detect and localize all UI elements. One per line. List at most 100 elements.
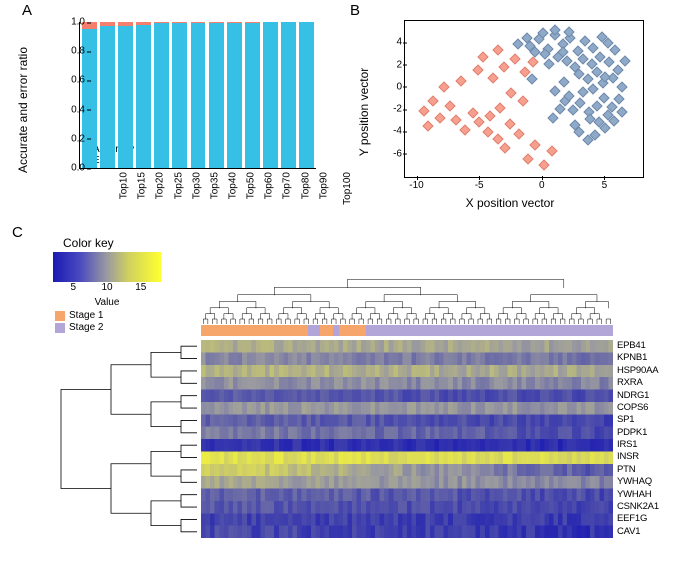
- xtick-top25: Top25: [173, 172, 184, 199]
- bar-top90: [281, 22, 296, 168]
- color-key-title: Color key: [53, 236, 161, 250]
- bar-top70: [245, 22, 260, 168]
- row-labels: EPB41KPNB1HSP90AARXRANDRG1COPS6SP1PDPK1I…: [617, 340, 659, 538]
- color-key: Color key 51015 Value: [53, 236, 161, 308]
- rowlabel-csnk2a1: CSNK2A1: [617, 501, 659, 513]
- scatter-point: [487, 72, 498, 83]
- row-dendrogram: [31, 340, 197, 538]
- stage-segment: [201, 325, 308, 336]
- rowlabel-cav1: CAV1: [617, 526, 659, 538]
- rowlabel-ptn: PTN: [617, 464, 659, 476]
- scatter-point: [614, 93, 625, 104]
- btick-x: -10: [409, 180, 423, 191]
- scatter-point: [543, 59, 554, 70]
- rowlabel-kpnb1: KPNB1: [617, 352, 659, 364]
- bar-top35: [172, 22, 187, 168]
- panel-a-barplot: Accuracy Error: [79, 22, 316, 169]
- stage-segment: [320, 325, 332, 336]
- scatter-point: [538, 159, 549, 170]
- scatter-point: [587, 83, 598, 94]
- xtick-top10: Top10: [118, 172, 129, 199]
- scatter-point: [434, 112, 445, 123]
- xtick-top40: Top40: [227, 172, 238, 199]
- btick-y: -4: [390, 126, 402, 137]
- rowlabel-pdpk1: PDPK1: [617, 427, 659, 439]
- panel-b: Y position vector X position vector -10-…: [360, 12, 660, 212]
- rowlabel-rxra: RXRA: [617, 377, 659, 389]
- scatter-point: [598, 92, 609, 103]
- rowlabel-ndrg1: NDRG1: [617, 390, 659, 402]
- rowlabel-ywhaq: YWHAQ: [617, 476, 659, 488]
- scatter-point: [547, 112, 558, 123]
- panel-b-label: B: [350, 2, 360, 19]
- bar-top15: [100, 22, 115, 168]
- scatter-point: [459, 125, 470, 136]
- scatter-point: [558, 77, 569, 88]
- column-dendrogram: [201, 232, 613, 324]
- stage2-swatch: [55, 323, 65, 333]
- stage-segment: [339, 325, 366, 336]
- figure: A Accurate and error ratio Accuracy Erro…: [0, 0, 677, 564]
- scatter-point: [620, 55, 631, 66]
- bar-top100: [299, 22, 314, 168]
- stage1-swatch: [55, 311, 65, 321]
- panel-b-scatter: [404, 20, 644, 178]
- xtick-top30: Top30: [191, 172, 202, 199]
- scatter-point: [610, 44, 621, 55]
- bar-top50: [209, 22, 224, 168]
- stage-segment: [366, 325, 613, 336]
- color-key-ticks: 51015: [53, 282, 161, 296]
- scatter-point: [473, 117, 484, 128]
- xtick-top70: Top70: [282, 172, 293, 199]
- scatter-point: [522, 153, 533, 164]
- scatter-point: [495, 102, 506, 113]
- scatter-point: [500, 142, 511, 153]
- scatter-point: [530, 139, 541, 150]
- btick-x: -5: [475, 180, 484, 191]
- rowlabel-hsp90aa: HSP90AA: [617, 365, 659, 377]
- btick-y: 0: [390, 81, 402, 92]
- scatter-point: [418, 106, 429, 117]
- btick-y: -2: [390, 104, 402, 115]
- scatter-point: [451, 114, 462, 125]
- rowlabel-eef1g: EEF1G: [617, 513, 659, 525]
- panel-c: Color key 51015 Value Stage 1 Stage 2 EP…: [15, 232, 660, 552]
- bar-top60: [227, 22, 242, 168]
- stage-bar: [201, 325, 613, 336]
- scatter-point: [550, 86, 561, 97]
- scatter-point: [587, 42, 598, 53]
- rowlabel-irs1: IRS1: [617, 439, 659, 451]
- heatmap: [201, 340, 613, 538]
- rowlabel-sp1: SP1: [617, 414, 659, 426]
- panel-a-ylabel: Accurate and error ratio: [16, 47, 30, 173]
- scatter-point: [456, 75, 467, 86]
- scatter-point: [510, 53, 521, 64]
- heatmap-canvas: [201, 340, 613, 538]
- scatter-point: [512, 39, 523, 50]
- scatter-point: [604, 57, 615, 68]
- xtick-top35: Top35: [209, 172, 220, 199]
- scatter-point: [438, 81, 449, 92]
- scatter-point: [506, 88, 517, 99]
- stage-legend: Stage 1 Stage 2: [55, 310, 103, 334]
- panel-a: Accurate and error ratio Accuracy Error …: [35, 12, 325, 208]
- color-key-gradient: [53, 252, 161, 282]
- scatter-point: [600, 122, 611, 133]
- btick-y: 4: [390, 37, 402, 48]
- scatter-point: [444, 100, 455, 111]
- scatter-point: [477, 51, 488, 62]
- scatter-point: [609, 116, 620, 127]
- xtick-top20: Top20: [155, 172, 166, 199]
- scatter-point: [485, 110, 496, 121]
- scatter-point: [616, 81, 627, 92]
- xtick-top50: Top50: [245, 172, 256, 199]
- xtick-top60: Top60: [264, 172, 275, 199]
- xtick-top80: Top80: [300, 172, 311, 199]
- rowlabel-insr: INSR: [617, 451, 659, 463]
- bar-top20: [118, 22, 133, 168]
- scatter-point: [427, 96, 438, 107]
- scatter-point: [482, 127, 493, 138]
- xtick-top100: Top100: [342, 172, 353, 205]
- btick-x: 0: [539, 180, 545, 191]
- scatter-point: [517, 96, 528, 107]
